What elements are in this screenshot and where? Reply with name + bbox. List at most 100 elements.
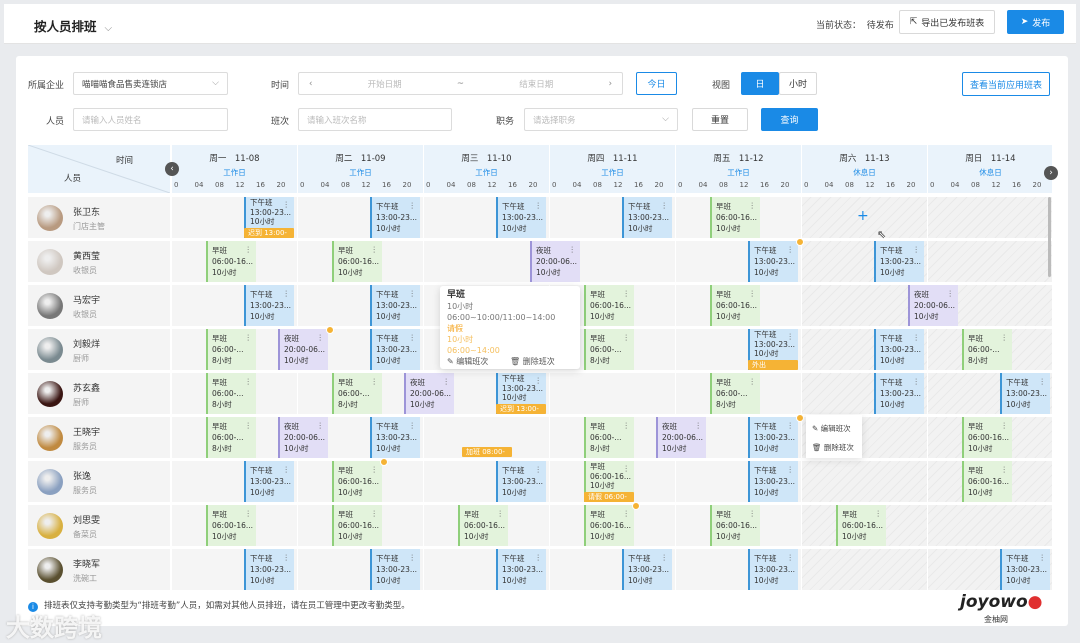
more-icon[interactable]: ⋮ (748, 289, 757, 298)
more-icon[interactable]: ⋮ (1000, 421, 1009, 430)
more-icon[interactable]: ⋮ (912, 377, 921, 386)
more-icon[interactable]: ⋮ (748, 201, 757, 210)
view-applied-schedule-button[interactable]: 查看当前应用班表 (962, 72, 1050, 96)
more-icon[interactable]: ⋮ (534, 465, 543, 474)
shift-card[interactable]: 早班 06:00-... 8小时 ⋮ (206, 329, 256, 370)
more-icon[interactable]: ⋮ (786, 465, 795, 474)
shift-card[interactable]: 下午班 13:00-23... 10小时 ⋮ (496, 549, 546, 590)
shift-card[interactable]: 早班 06:00-16... 10小时 ⋮ (836, 505, 886, 546)
shift-card[interactable]: 下午班 13:00-23... 10小时 ⋮ (748, 329, 798, 370)
view-mode-dropdown[interactable]: 按人员排班 ⌵ (34, 16, 112, 35)
shift-card[interactable]: 夜班 20:00-06... 10小时 ⋮ (278, 417, 328, 458)
shift-card[interactable]: 下午班 13:00-23... 10小时 ⋮ (496, 197, 546, 238)
more-icon[interactable]: ⋮ (786, 332, 795, 341)
schedule-cell[interactable] (802, 285, 927, 326)
more-icon[interactable]: ⋮ (496, 509, 505, 518)
more-icon[interactable]: ⋮ (408, 333, 417, 342)
more-icon[interactable]: ⋮ (244, 421, 253, 430)
more-icon[interactable]: ⋮ (534, 553, 543, 562)
shift-card[interactable]: 早班 06:00-16... 10小时 ⋮ (710, 505, 760, 546)
shift-card[interactable]: 早班 06:00-... 8小时 ⋮ (206, 417, 256, 458)
shift-card[interactable]: 下午班 13:00-23... 10小时 ⋮ (370, 197, 420, 238)
more-icon[interactable]: ⋮ (622, 509, 631, 518)
more-icon[interactable]: ⋮ (534, 376, 543, 385)
shift-card[interactable]: 夜班 20:00-06... 10小时 ⋮ (278, 329, 328, 370)
schedule-cell[interactable] (802, 197, 927, 238)
shift-card[interactable]: 下午班 13:00-23... 10小时 ⋮ (370, 417, 420, 458)
more-icon[interactable]: ⋮ (748, 509, 757, 518)
more-icon[interactable]: ⋮ (370, 465, 379, 474)
shift-card[interactable]: 下午班 13:00-23... 10小时 ⋮ (1000, 373, 1050, 414)
reset-button[interactable]: 重置 (692, 108, 748, 131)
more-icon[interactable]: ⋮ (244, 509, 253, 518)
shift-card[interactable]: 下午班 13:00-23... 10小时 ⋮ (622, 197, 672, 238)
shift-card[interactable]: 早班 06:00-... 8小时 ⋮ (584, 417, 634, 458)
more-icon[interactable]: ⋮ (244, 333, 253, 342)
schedule-cell[interactable] (928, 197, 1052, 238)
more-icon[interactable]: ⋮ (622, 464, 631, 473)
shift-card[interactable]: 早班 06:00-... 8小时 ⋮ (710, 373, 760, 414)
more-icon[interactable]: ⋮ (534, 201, 543, 210)
shift-card[interactable]: 早班 06:00-16... 10小时 ⋮ (458, 505, 508, 546)
shift-card[interactable]: 早班 06:00-16... 10小时 ⋮ (206, 241, 256, 282)
shift-card[interactable]: 下午班 13:00-23... 10小时 ⋮ (874, 241, 924, 282)
query-button[interactable]: 查询 (761, 108, 818, 131)
add-shift-icon[interactable]: + (857, 208, 869, 224)
shift-card[interactable]: 早班 06:00-16... 10小时 ⋮ (584, 285, 634, 326)
shift-card[interactable]: 早班 06:00-16... 10小时 ⋮ (962, 461, 1012, 502)
more-icon[interactable]: ⋮ (370, 377, 379, 386)
popover-edit-button[interactable]: ✎ 编辑班次 (447, 357, 488, 367)
shift-card[interactable]: 早班 06:00-... 8小时 ⋮ (206, 373, 256, 414)
shift-card[interactable]: 下午班 13:00-23... 10小时 ⋮ (496, 461, 546, 502)
shift-card[interactable]: 下午班 13:00-23... 10小时 ⋮ (874, 373, 924, 414)
menu-edit-item[interactable]: ✎ 编辑班次 (812, 423, 851, 434)
prev-icon[interactable]: ‹ (309, 78, 313, 89)
schedule-cell[interactable] (928, 241, 1052, 282)
more-icon[interactable]: ⋮ (370, 509, 379, 518)
more-icon[interactable]: ⋮ (408, 201, 417, 210)
shift-card[interactable]: 下午班 13:00-23... 10小时 ⋮ (748, 241, 798, 282)
shift-card[interactable]: 下午班 13:00-23... 10小时 ⋮ (244, 461, 294, 502)
more-icon[interactable]: ⋮ (244, 245, 253, 254)
next-icon[interactable]: › (608, 78, 612, 89)
start-date-input[interactable]: 开始日期 (367, 79, 402, 90)
more-icon[interactable]: ⋮ (316, 333, 325, 342)
schedule-cell[interactable] (424, 241, 549, 282)
position-select[interactable]: 请选择职务 ⌵ (524, 108, 678, 131)
shift-card[interactable]: 夜班 20:00-06... 10小时 ⋮ (908, 285, 958, 326)
more-icon[interactable]: ⋮ (622, 421, 631, 430)
publish-button[interactable]: ➤ 发布 (1007, 10, 1064, 34)
shift-card[interactable]: 早班 06:00-16... 10小时 ⋮ (710, 197, 760, 238)
more-icon[interactable]: ⋮ (282, 553, 291, 562)
more-icon[interactable]: ⋮ (660, 553, 669, 562)
shift-card[interactable]: 下午班 13:00-23... 10小时 ⋮ (244, 549, 294, 590)
shift-card[interactable]: 早班 06:00-16... 10小时 ⋮ (962, 417, 1012, 458)
more-icon[interactable]: ⋮ (408, 289, 417, 298)
shift-card[interactable]: 早班 06:00-... 8小时 ⋮ (962, 329, 1012, 370)
more-icon[interactable]: ⋮ (622, 333, 631, 342)
next-week-button[interactable]: › (1044, 166, 1058, 180)
shift-card[interactable]: 下午班 13:00-23... 10小时 ⋮ (370, 549, 420, 590)
shift-card[interactable]: 下午班 13:00-23... 10小时 ⋮ (1000, 549, 1050, 590)
shift-card[interactable]: 早班 06:00-16... 10小时 ⋮ (206, 505, 256, 546)
today-button[interactable]: 今日 (636, 72, 677, 95)
shift-card[interactable]: 早班 06:00-... 8小时 ⋮ (584, 329, 634, 370)
shift-card[interactable]: 早班 06:00-... 8小时 ⋮ (332, 373, 382, 414)
shift-card[interactable]: 下午班 13:00-23... 10小时 ⋮ (748, 417, 798, 458)
schedule-cell[interactable] (928, 505, 1052, 546)
more-icon[interactable]: ⋮ (786, 245, 795, 254)
shift-card[interactable]: 下午班 13:00-23... 10小时 ⋮ (748, 549, 798, 590)
shift-input[interactable]: 请输入班次名称 (298, 108, 452, 131)
shift-card[interactable]: 早班 06:00-16... 10小时 ⋮ (584, 505, 634, 546)
shift-card[interactable]: 夜班 20:00-06... 10小时 ⋮ (656, 417, 706, 458)
shift-card[interactable]: 下午班 13:00-23... 10小时 ⋮ (244, 285, 294, 326)
export-button[interactable]: ⇱ 导出已发布班表 (899, 10, 995, 34)
shift-card[interactable]: 早班 06:00-16... 10小时 ⋮ (710, 285, 760, 326)
more-icon[interactable]: ⋮ (660, 201, 669, 210)
shift-card[interactable]: 早班 06:00-16... 10小时 ⋮ (332, 461, 382, 502)
more-icon[interactable]: ⋮ (946, 289, 955, 298)
more-icon[interactable]: ⋮ (874, 509, 883, 518)
more-icon[interactable]: ⋮ (1038, 553, 1047, 562)
view-hour-button[interactable]: 小时 (779, 72, 817, 95)
schedule-cell[interactable] (802, 461, 927, 502)
